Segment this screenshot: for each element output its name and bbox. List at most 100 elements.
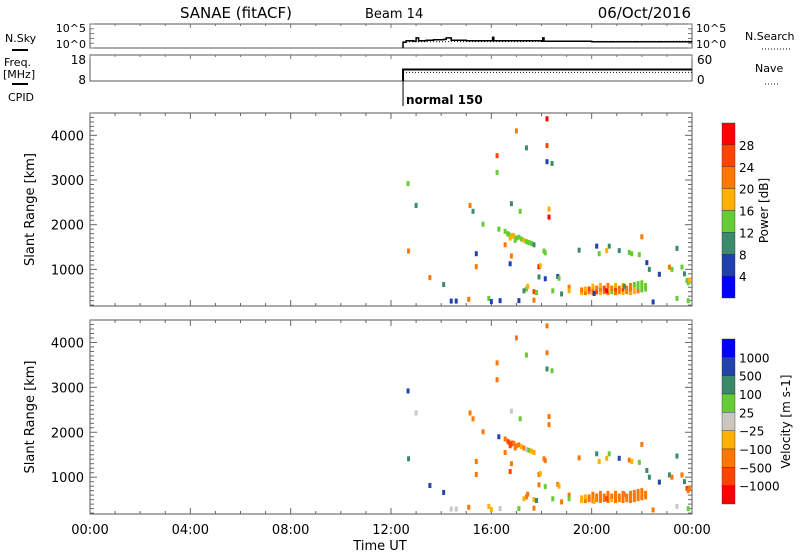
data-cell <box>497 434 500 439</box>
data-cell <box>509 443 512 448</box>
data-cell <box>469 203 472 208</box>
y-tick-label: 2000 <box>51 219 84 234</box>
x-tick-label: 16:00 <box>473 523 510 538</box>
data-cell <box>584 494 587 499</box>
data-cell <box>546 143 549 148</box>
data-cell <box>593 499 596 504</box>
station-title: SANAE (fitACF) <box>180 4 292 22</box>
data-cell <box>614 491 617 496</box>
data-cell <box>407 388 410 393</box>
data-cell <box>618 494 621 499</box>
data-cell <box>608 451 611 456</box>
data-cell <box>551 496 554 501</box>
colorbar-segment <box>722 357 735 375</box>
data-cell <box>415 410 418 415</box>
data-cell <box>637 489 640 494</box>
data-cell <box>522 496 525 501</box>
data-cell <box>580 495 583 500</box>
data-cell <box>475 472 478 477</box>
data-cell <box>475 251 478 256</box>
data-cell <box>644 491 647 496</box>
colorbar-tick-label: 12 <box>739 226 754 240</box>
data-cell <box>510 409 513 414</box>
colorbar-tick-label: 500 <box>739 370 762 384</box>
data-cell <box>407 249 410 254</box>
colorbar-segment <box>722 254 735 276</box>
data-cell <box>467 297 470 302</box>
beam-title: Beam 14 <box>365 7 423 22</box>
data-cell <box>680 472 683 477</box>
data-cell <box>532 506 535 511</box>
data-cell <box>504 450 507 455</box>
data-cell <box>539 263 542 268</box>
x-tick-label: 20:00 <box>573 523 610 538</box>
data-cell <box>568 288 571 293</box>
colorbar-segment <box>722 339 735 357</box>
data-cell <box>455 299 458 304</box>
data-cell <box>482 222 485 227</box>
data-cell <box>658 272 661 277</box>
y-tick-label: 4000 <box>51 336 84 351</box>
data-cell <box>546 350 549 355</box>
data-cell <box>548 414 551 419</box>
colorbar-segment <box>722 167 735 189</box>
cpid-label: CPID <box>8 91 34 104</box>
data-cell <box>497 227 500 232</box>
colorbar-tick-label: 28 <box>739 139 754 153</box>
data-cell <box>633 282 636 287</box>
data-cell <box>407 456 410 461</box>
data-cell <box>595 286 598 291</box>
power-panel-frame <box>90 113 692 306</box>
colorbar-tick-label: −500 <box>739 461 772 475</box>
data-cell <box>450 299 453 304</box>
nsky-label: N.Sky <box>5 32 37 45</box>
colorbar-tick-label: 16 <box>739 205 754 219</box>
data-cell <box>482 429 485 434</box>
data-cell <box>687 298 690 303</box>
data-cell <box>640 442 643 447</box>
colorbar-tick-label: 4 <box>739 270 747 284</box>
data-cell <box>629 283 632 288</box>
data-cell <box>675 246 678 251</box>
data-cell <box>519 209 522 214</box>
data-cell <box>645 260 648 265</box>
data-cell <box>599 491 602 496</box>
data-cell <box>490 507 493 512</box>
data-cell <box>509 236 512 241</box>
colorbar-tick-label: 8 <box>739 248 747 262</box>
data-cell <box>514 445 517 450</box>
data-cell <box>675 296 678 301</box>
data-cell <box>544 458 547 463</box>
data-cell <box>687 506 690 511</box>
data-cell <box>544 250 547 255</box>
x-tick-label: 12:00 <box>372 523 409 538</box>
y-tick-label: 3000 <box>51 174 84 189</box>
colorbar-segment <box>722 394 735 412</box>
data-cell <box>548 215 551 220</box>
data-cell <box>522 288 525 293</box>
data-cell <box>442 490 445 495</box>
data-cell <box>514 238 517 243</box>
freq-tick-label: 8 <box>78 73 86 87</box>
velocity-panel-frame <box>90 320 692 514</box>
colorbar-segment <box>722 376 735 394</box>
data-cell <box>551 161 554 166</box>
data-cell <box>510 253 513 258</box>
data-cell <box>532 298 535 303</box>
data-cell <box>633 490 636 495</box>
colorbar-segment <box>722 189 735 211</box>
noise-sky-line <box>403 37 692 48</box>
cpid-value: normal 150 <box>406 93 483 107</box>
data-cell <box>591 284 594 289</box>
data-cell <box>606 283 609 288</box>
data-cell <box>588 494 591 499</box>
data-cell <box>605 456 608 461</box>
data-cell <box>475 264 478 269</box>
colorbar-segment <box>722 431 735 449</box>
y-tick-label: 3000 <box>51 381 84 396</box>
colorbar-tick-label: 1000 <box>739 351 770 365</box>
data-cell <box>546 323 549 328</box>
data-cell <box>591 492 594 497</box>
data-cell <box>519 416 522 421</box>
data-cell <box>560 291 563 296</box>
